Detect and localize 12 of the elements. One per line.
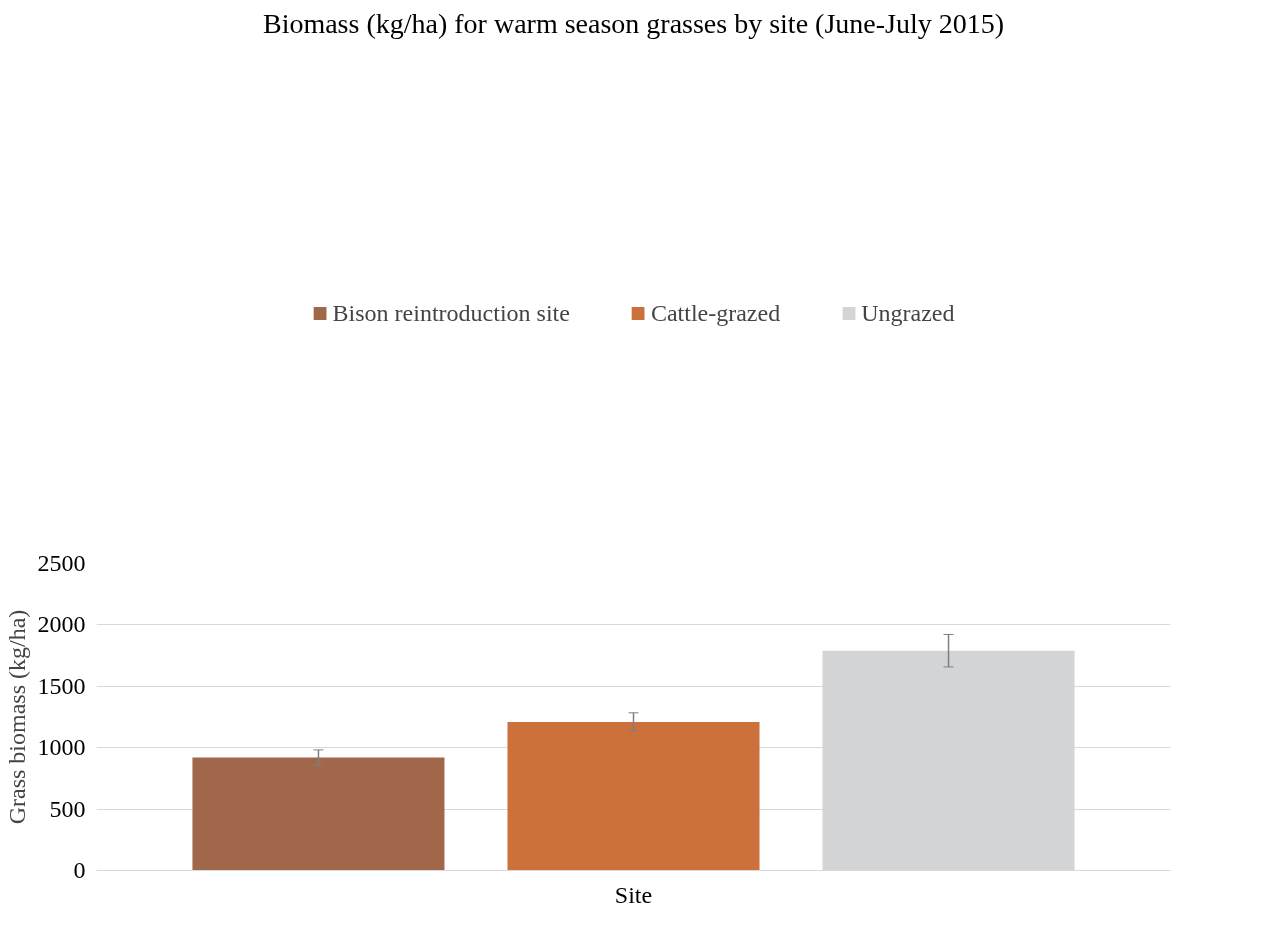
legend-label: Bison reintroduction site — [332, 299, 570, 327]
y-tick-label: 1000 — [37, 734, 86, 761]
y-tick-label: 1500 — [37, 672, 86, 699]
y-tick-label: 2500 — [37, 550, 86, 576]
chart-title: Biomass (kg/ha) for warm season grasses by site (June-July 2015) — [262, 7, 1005, 39]
legend-label: Ungrazed — [861, 299, 955, 327]
y-tick-label: 2000 — [37, 611, 86, 638]
y-tick-label: 0 — [73, 857, 86, 883]
y-axis-title: Grass biomass (kg/ha) — [3, 609, 30, 825]
y-tick-label: 500 — [49, 795, 86, 822]
x-tick-label: Site — [614, 881, 653, 908]
legend-label: Cattle-grazed — [650, 299, 781, 327]
